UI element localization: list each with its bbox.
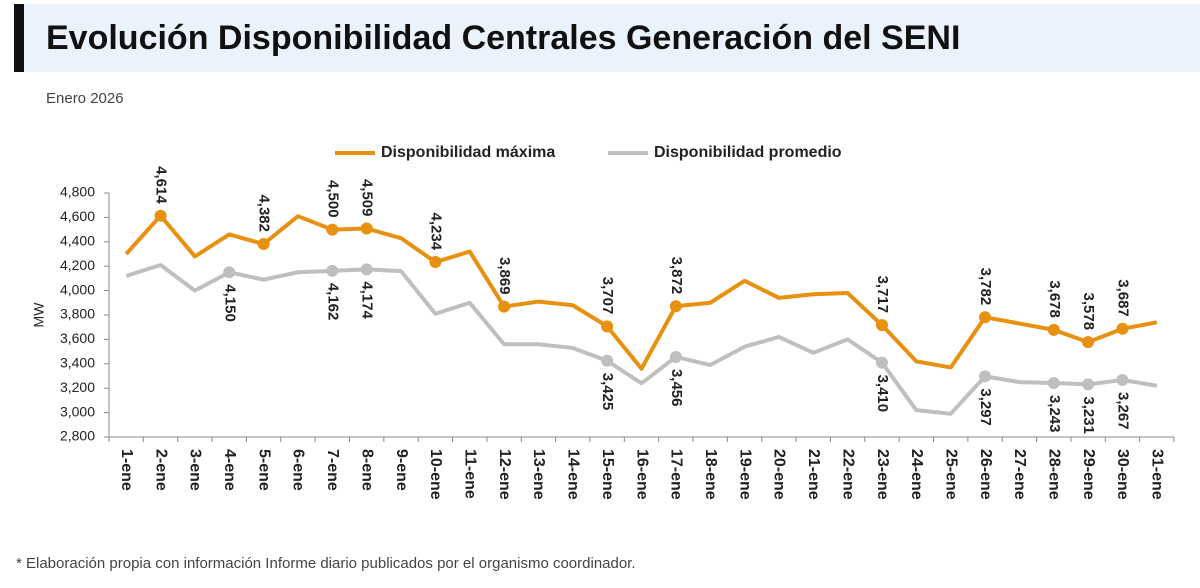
y-tick-label: 4,000 (60, 281, 95, 297)
chart-subtitle: Enero 2026 (46, 90, 124, 107)
value-label: 3,717 (874, 276, 891, 314)
point-marker (1047, 323, 1060, 336)
point-marker (1047, 376, 1060, 389)
x-tick-label: 21-ene (805, 449, 822, 500)
value-label: 3,578 (1080, 293, 1097, 331)
footnote: * Elaboración propia con información Inf… (16, 555, 636, 572)
x-tick-label: 4-ene (221, 449, 238, 491)
point-marker (979, 311, 992, 324)
point-marker (498, 300, 511, 313)
y-tick-label: 3,000 (60, 403, 95, 419)
value-label: 4,150 (221, 284, 238, 322)
x-tick-label: 9-ene (393, 449, 410, 491)
point-marker (360, 263, 373, 276)
value-label: 3,707 (599, 277, 616, 315)
x-tick-label: 22-ene (839, 449, 856, 500)
x-tick-label: 10-ene (427, 449, 444, 500)
x-tick-label: 28-ene (1046, 449, 1063, 500)
point-marker (360, 222, 373, 235)
y-tick-label: 4,600 (60, 208, 95, 224)
value-label: 3,687 (1114, 279, 1131, 317)
x-tick-label: 8-ene (358, 449, 375, 491)
point-marker (875, 356, 888, 369)
legend-label: Disponibilidad promedio (654, 144, 842, 161)
value-label: 3,872 (668, 257, 685, 295)
x-tick-label: 14-ene (565, 449, 582, 500)
x-tick-label: 31-ene (1149, 449, 1166, 500)
value-label: 3,243 (1046, 395, 1063, 433)
value-label: 3,425 (599, 373, 616, 411)
y-tick-label: 3,600 (60, 330, 95, 346)
point-marker (875, 319, 888, 332)
value-label: 3,410 (874, 375, 891, 413)
value-label: 4,234 (427, 213, 444, 251)
x-tick-label: 19-ene (736, 449, 753, 500)
point-marker (601, 320, 614, 333)
value-label: 4,509 (359, 179, 376, 217)
x-tick-label: 5-ene (255, 449, 272, 491)
value-label: 3,456 (668, 369, 685, 407)
x-tick-label: 12-ene (496, 449, 513, 500)
x-tick-label: 7-ene (324, 449, 341, 491)
value-label: 3,869 (496, 257, 513, 295)
x-tick-label: 25-ene (942, 449, 959, 500)
x-tick-label: 17-ene (668, 449, 685, 500)
y-tick-label: 4,200 (60, 257, 95, 273)
x-tick-label: 11-ene (461, 449, 478, 499)
point-marker (669, 350, 682, 363)
x-tick-label: 29-ene (1080, 449, 1097, 500)
x-tick-label: 26-ene (977, 449, 994, 500)
value-label: 3,267 (1114, 392, 1131, 430)
x-tick-label: 20-ene (771, 449, 788, 500)
y-tick-label: 4,400 (60, 233, 95, 249)
point-marker (257, 237, 270, 250)
chart-title: Evolución Disponibilidad Centrales Gener… (46, 19, 960, 57)
point-marker (326, 223, 339, 236)
x-tick-label: 23-ene (874, 449, 891, 500)
point-marker (154, 209, 167, 222)
x-tick-label: 15-ene (599, 449, 616, 500)
x-tick-label: 18-ene (702, 449, 719, 500)
x-tick-label: 27-ene (1011, 449, 1028, 500)
value-label: 4,382 (256, 194, 273, 232)
series-line (124, 213, 1158, 371)
legend-label: Disponibilidad máxima (381, 144, 555, 161)
value-label: 3,678 (1046, 280, 1063, 318)
header-band (14, 4, 1200, 72)
point-marker (601, 354, 614, 367)
y-tick-label: 3,200 (60, 379, 95, 395)
y-tick-label: 3,400 (60, 355, 95, 371)
x-tick-label: 13-ene (530, 449, 547, 500)
point-marker (223, 266, 236, 279)
value-label: 3,231 (1080, 396, 1097, 434)
x-tick-label: 16-ene (633, 449, 650, 500)
value-label: 4,500 (324, 180, 341, 218)
value-label: 3,782 (977, 268, 994, 306)
x-tick-label: 24-ene (908, 449, 925, 500)
y-axis-label: MW (31, 302, 47, 328)
point-marker (1082, 378, 1095, 391)
point-marker (979, 370, 992, 383)
value-label: 4,614 (153, 166, 170, 204)
value-label: 3,297 (977, 388, 994, 426)
point-marker (429, 256, 442, 269)
x-tick-label: 30-ene (1114, 449, 1131, 500)
x-tick-label: 6-ene (290, 449, 307, 491)
point-marker (669, 300, 682, 313)
y-tick-label: 4,800 (60, 184, 95, 200)
point-marker (1116, 322, 1129, 335)
x-tick-label: 1-ene (118, 449, 135, 491)
y-tick-label: 3,800 (60, 306, 95, 322)
x-tick-label: 2-ene (152, 449, 169, 491)
x-tick-label: 3-ene (187, 449, 204, 491)
value-label: 4,174 (359, 281, 376, 319)
point-marker (1082, 336, 1095, 349)
header-accent (14, 4, 24, 72)
series-line (125, 262, 1158, 416)
y-tick-label: 2,800 (60, 428, 95, 444)
point-marker (1116, 374, 1129, 387)
value-label: 4,162 (324, 283, 341, 321)
point-marker (326, 264, 339, 277)
